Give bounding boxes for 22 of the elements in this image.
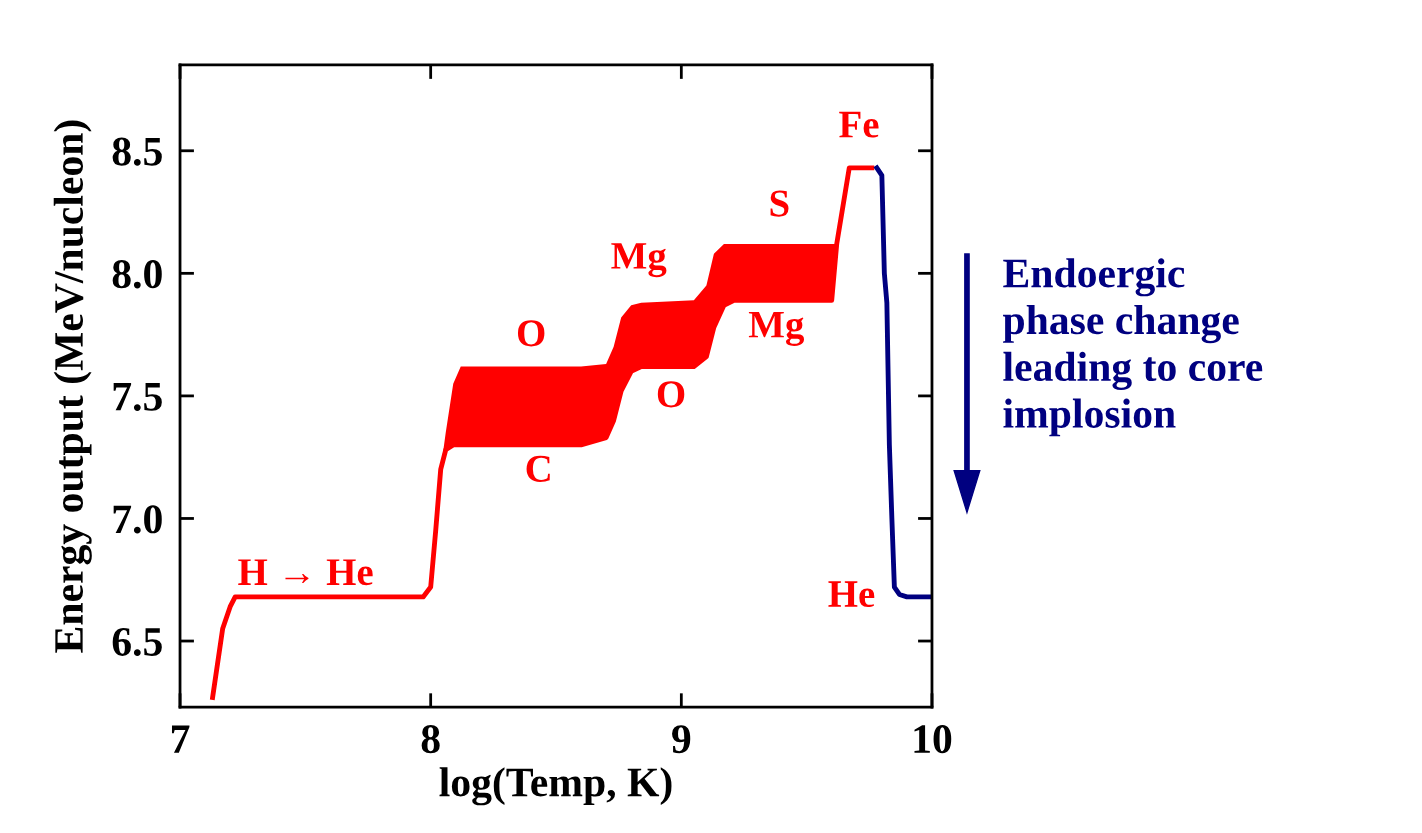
line-series <box>874 165 932 600</box>
y-tick-label: 7.0 <box>113 505 162 534</box>
y-axis-title: Energy output (MeV/nucleon) <box>53 120 92 653</box>
text: Endoergic phase change leading to core implosion <box>1003 258 1263 437</box>
y-tick-label: 8.0 <box>112 260 162 289</box>
x-tick-label: 9 <box>672 725 691 754</box>
annotation: Fe <box>839 111 879 138</box>
x-tick-label: 8 <box>421 725 440 754</box>
annotation: C <box>526 455 550 482</box>
y-tick-label: 6.5 <box>112 627 162 657</box>
y-tick-label: 7.5 <box>113 383 162 411</box>
annotation: Mg <box>611 243 667 278</box>
x-axis-title: log(Temp, K) <box>439 767 672 806</box>
x-tick-label: 10 <box>914 725 952 754</box>
annotation: O <box>517 320 545 347</box>
annotation: S <box>770 190 789 217</box>
annotation: H → He <box>238 559 373 586</box>
x-tick-label: 7 <box>171 725 190 753</box>
y-tick-label: 8.5 <box>112 137 162 166</box>
annotation: Mg <box>748 311 805 346</box>
annotation: He <box>828 581 875 608</box>
annotation: O <box>657 381 685 408</box>
